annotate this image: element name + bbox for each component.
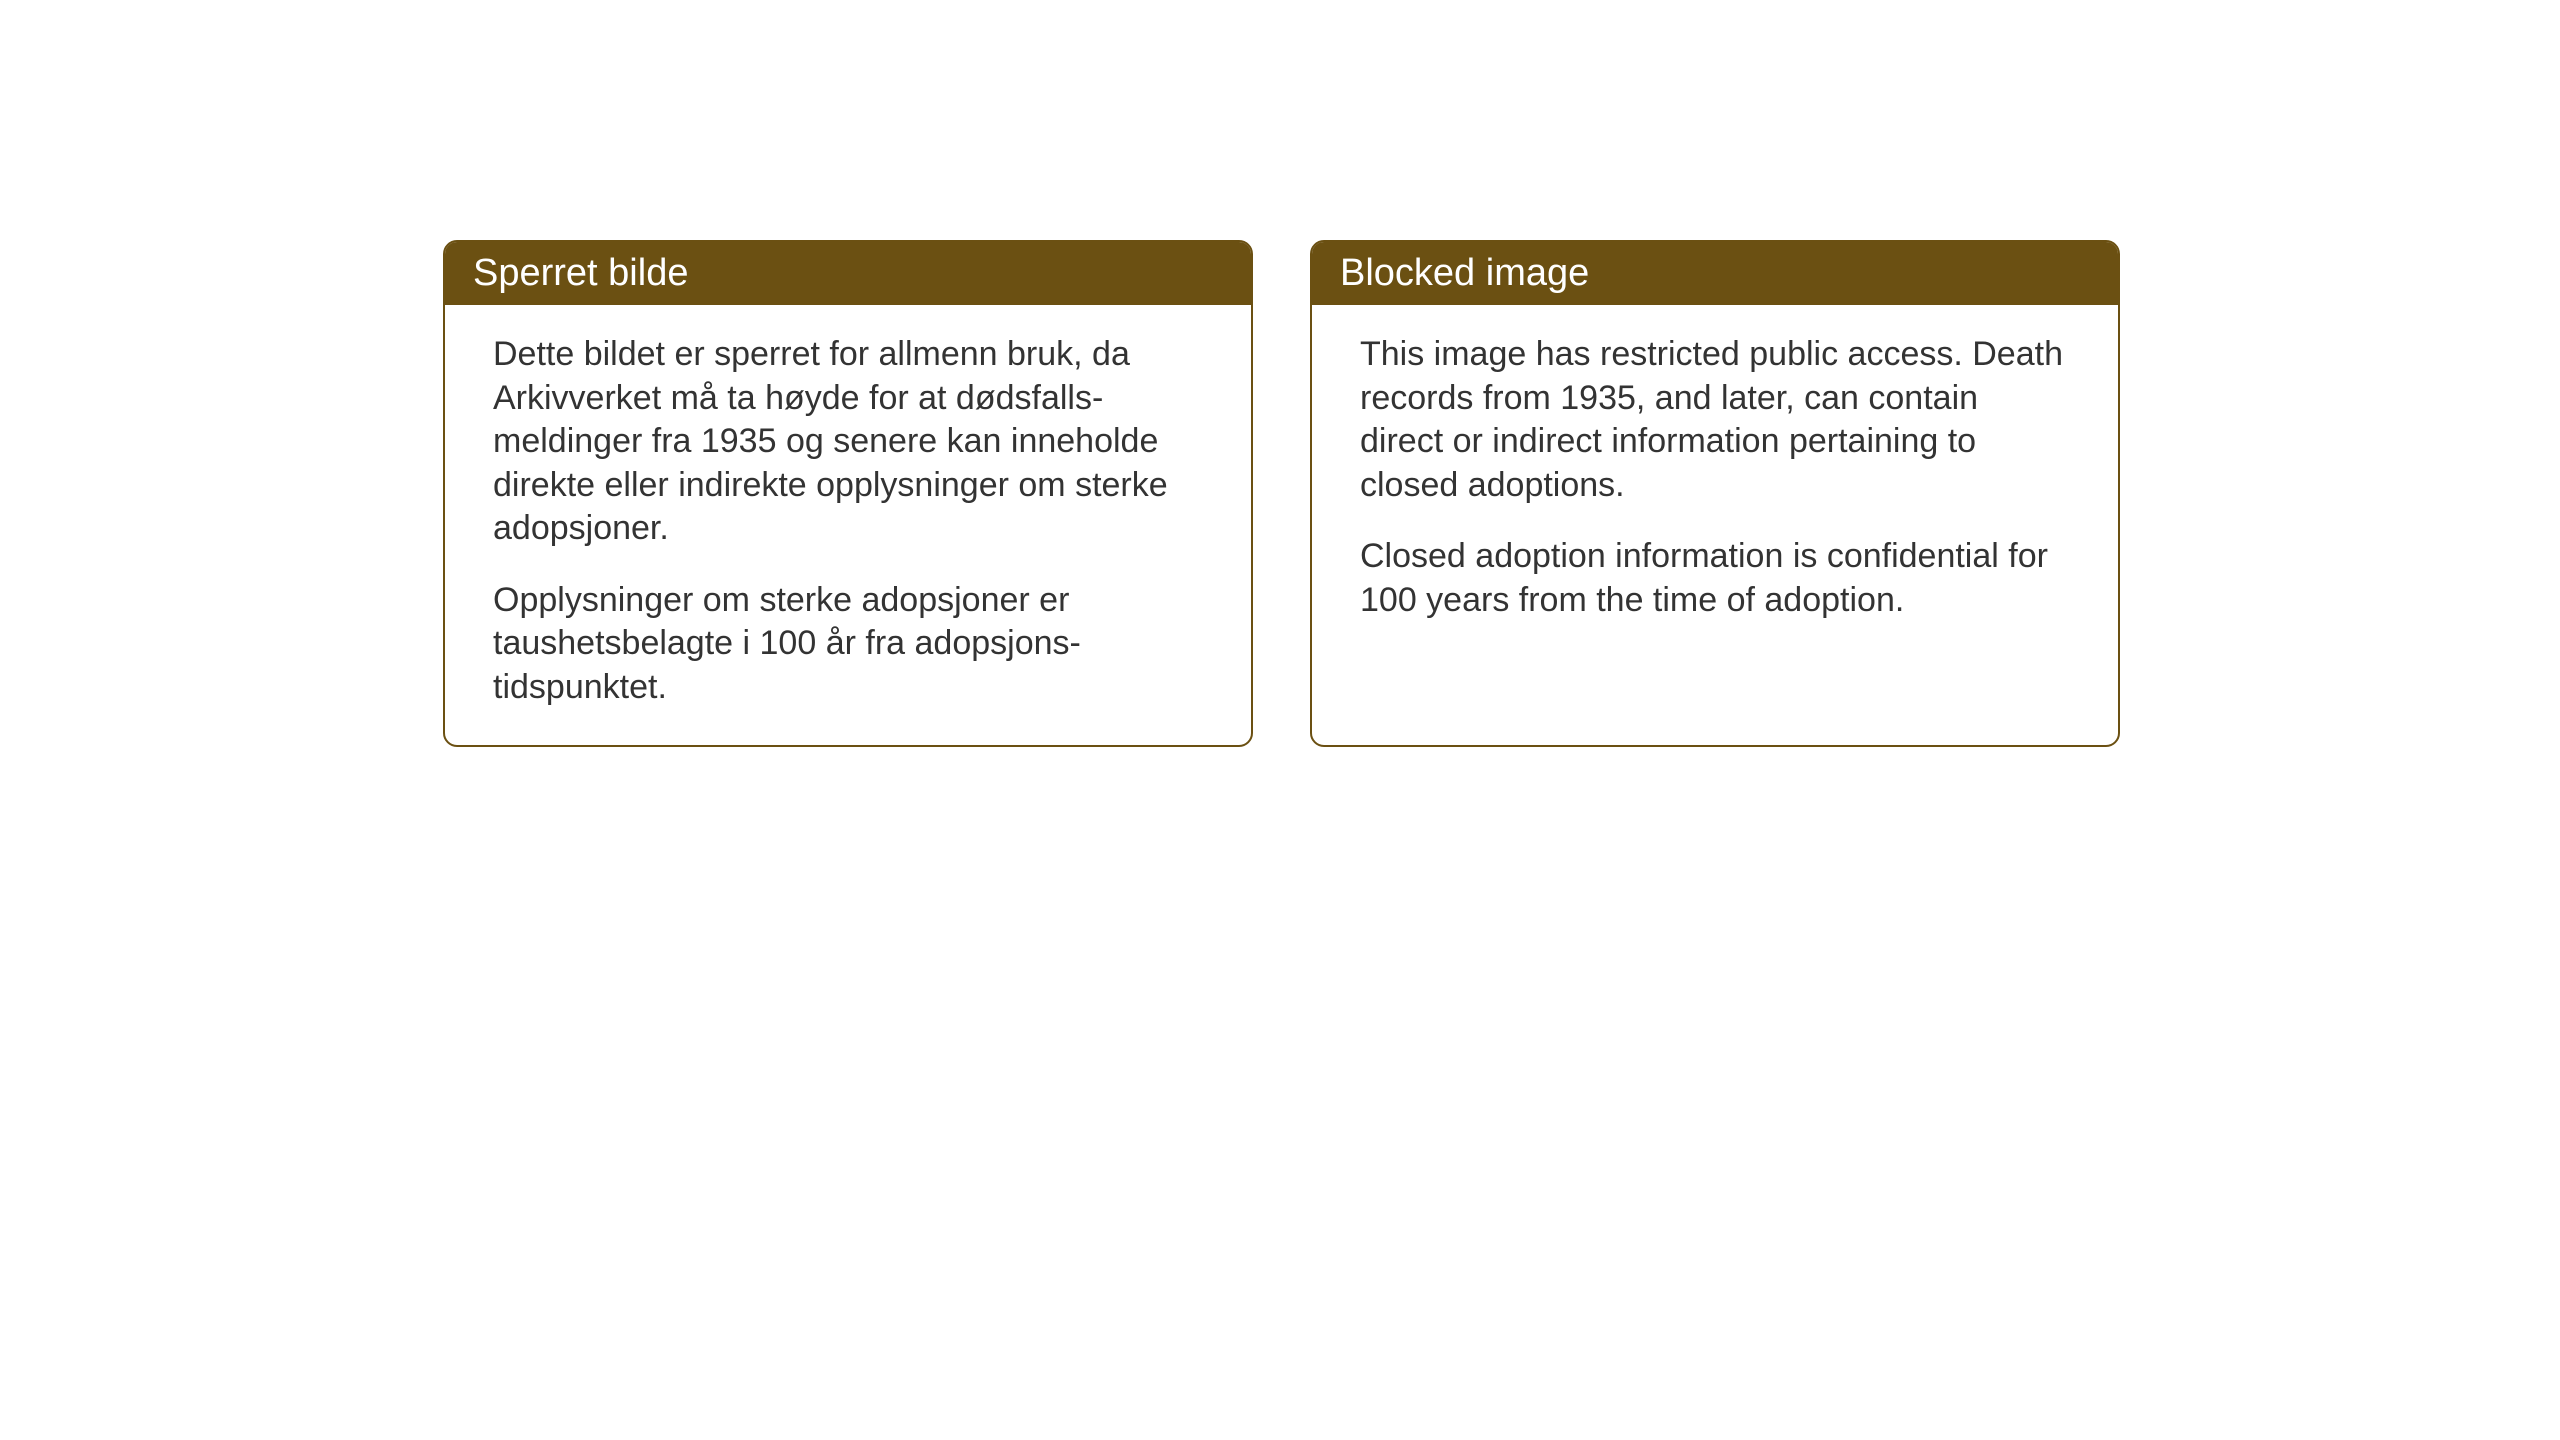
card-title-norwegian: Sperret bilde bbox=[473, 252, 688, 294]
card-norwegian: Sperret bilde Dette bildet er sperret fo… bbox=[443, 240, 1253, 747]
card-paragraph-1-english: This image has restricted public access.… bbox=[1360, 333, 2070, 507]
card-paragraph-2-norwegian: Opplysninger om sterke adopsjoner er tau… bbox=[493, 579, 1203, 710]
card-paragraph-1-norwegian: Dette bildet er sperret for allmenn bruk… bbox=[493, 333, 1203, 551]
cards-container: Sperret bilde Dette bildet er sperret fo… bbox=[443, 240, 2120, 747]
card-body-english: This image has restricted public access.… bbox=[1312, 305, 2118, 658]
card-header-english: Blocked image bbox=[1312, 242, 2118, 305]
card-english: Blocked image This image has restricted … bbox=[1310, 240, 2120, 747]
card-paragraph-2-english: Closed adoption information is confident… bbox=[1360, 535, 2070, 622]
card-body-norwegian: Dette bildet er sperret for allmenn bruk… bbox=[445, 305, 1251, 745]
card-header-norwegian: Sperret bilde bbox=[445, 242, 1251, 305]
card-title-english: Blocked image bbox=[1340, 252, 1589, 294]
